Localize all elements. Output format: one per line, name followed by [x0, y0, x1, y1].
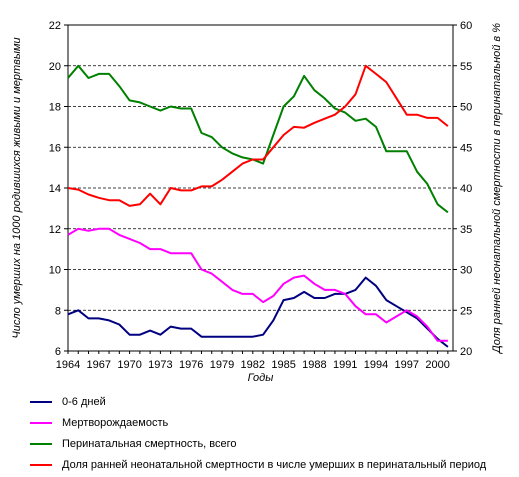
series-line-3	[67, 64, 449, 214]
y-axis-right: 20 25 30 35 40 45 50 55 60	[453, 20, 472, 358]
legend: 0-6 дней Мертворождаемость Перинатальная с…	[30, 393, 515, 477]
y-right-tick-label: 40	[460, 183, 472, 195]
legend-label: Перинатальная смертность, всего	[62, 437, 237, 450]
y-right-tick-label: 45	[460, 142, 472, 154]
x-tick-label: 1973	[148, 359, 172, 371]
x-tick-label: 1970	[117, 359, 141, 371]
y-left-tick-label: 10	[49, 265, 61, 277]
legend-item: 0-6 дней	[30, 393, 515, 410]
series-line-1	[67, 276, 449, 348]
y-axis-left-title: Число умерших на 1000 родившихся живыми …	[11, 37, 23, 338]
x-tick-label: 1988	[302, 359, 326, 371]
y-left-tick-label: 8	[55, 305, 61, 317]
series-lines	[67, 64, 449, 348]
legend-swatch	[30, 442, 52, 445]
grid	[68, 65, 453, 311]
x-tick-label: 1982	[241, 359, 265, 371]
x-tick-label: 1994	[364, 359, 388, 371]
x-tick-label: 1985	[271, 359, 295, 371]
x-axis-title: Годы	[248, 372, 274, 384]
x-tick-label: 1964	[56, 359, 80, 371]
legend-swatch	[30, 421, 52, 424]
y-left-tick-label: 12	[49, 224, 61, 236]
x-tick-label: 1976	[179, 359, 203, 371]
legend-item: Перинатальная смертность, всего	[30, 435, 515, 452]
x-tick-label: 1997	[395, 359, 419, 371]
y-axis-left: 6 8 10 12 14 16 18 20 22	[49, 20, 68, 358]
y-right-tick-label: 25	[460, 305, 472, 317]
y-right-tick-label: 55	[460, 61, 472, 73]
y-right-tick-label: 35	[460, 224, 472, 236]
x-tick-label: 1991	[333, 359, 357, 371]
legend-swatch	[30, 400, 52, 403]
series-line-2	[67, 227, 448, 342]
y-right-tick-label: 30	[460, 265, 472, 277]
y-left-tick-label: 18	[49, 102, 61, 114]
y-left-tick-label: 20	[49, 61, 61, 73]
x-axis: 1964 1967 1970 1973 1976 1979 1982 1985 1988 1991…	[56, 351, 450, 371]
legend-label: Мертворождаемость	[62, 416, 169, 429]
x-tick-label: 2000	[425, 359, 449, 371]
x-tick-label: 1967	[87, 359, 111, 371]
y-right-tick-label: 20	[460, 346, 472, 358]
y-right-tick-label: 60	[460, 20, 472, 32]
y-left-tick-label: 16	[49, 142, 61, 154]
series-line-4	[67, 64, 449, 207]
y-left-tick-label: 22	[49, 20, 61, 32]
y-axis-right-title: Доля ранней неонатальной смертности в пе…	[491, 23, 503, 355]
y-left-tick-label: 6	[55, 346, 61, 358]
y-right-tick-label: 50	[460, 102, 472, 114]
legend-item: Мертворождаемость	[30, 414, 515, 431]
chart: 1964 1967 1970 1973 1976 1979 1982 1985 1988 1991…	[11, 20, 503, 384]
y-left-tick-label: 14	[49, 183, 61, 195]
x-tick-label: 1979	[210, 359, 234, 371]
legend-label: 0-6 дней	[62, 395, 106, 408]
